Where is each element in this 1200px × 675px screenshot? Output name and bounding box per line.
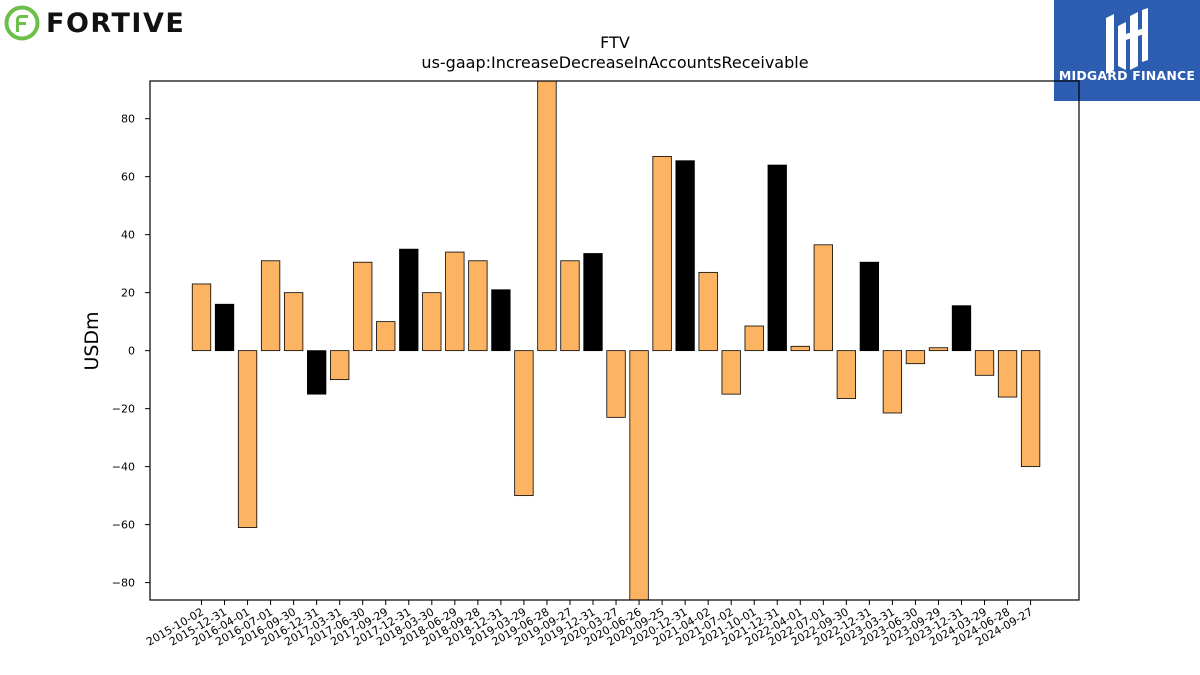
- y-tick-label: 20: [121, 287, 135, 300]
- midgard-finance-logo-text: MIDGARD FINANCE: [1058, 68, 1196, 83]
- bar-2020-03-27: [606, 350, 626, 418]
- bar-2016-07-01: [260, 260, 281, 352]
- bar-2019-06-28: [537, 80, 557, 352]
- bar-2020-12-31: [675, 160, 695, 352]
- bar-2018-06-29: [445, 251, 465, 352]
- bars-group: [191, 80, 1041, 601]
- bar-2015-10-02: [191, 283, 212, 352]
- y-tick-label: 60: [121, 171, 135, 184]
- y-axis: −80 −60 −40 −20 0 20 40 60 80: [112, 113, 150, 590]
- bar-2015-12-31: [214, 303, 235, 352]
- bar-2022-09-30: [836, 350, 856, 399]
- bar-2024-09-27: [1020, 350, 1041, 468]
- bar-2017-09-29: [376, 321, 396, 352]
- y-axis-label: USDm: [81, 311, 103, 370]
- bar-2021-07-02: [721, 350, 741, 395]
- y-tick-label: −20: [112, 403, 135, 416]
- bar-2016-04-01: [237, 350, 258, 528]
- bar-2024-03-29: [974, 350, 995, 376]
- bar-2020-09-25: [652, 155, 672, 352]
- bar-2022-04-01: [790, 345, 810, 352]
- bar-2021-04-02: [698, 271, 718, 352]
- bar-2023-03-31: [882, 350, 903, 414]
- plot-frame: [149, 80, 1080, 601]
- y-tick-label: −40: [112, 461, 135, 474]
- bar-2020-06-26: [629, 350, 649, 601]
- bar-2024-06-28: [997, 350, 1018, 398]
- bar-2022-07-01: [813, 244, 833, 352]
- bar-2017-06-30: [353, 261, 373, 352]
- chart-title: FTV: [600, 33, 630, 52]
- bar-2017-12-31: [399, 248, 419, 352]
- bar-2023-09-29: [928, 347, 949, 352]
- bar-2018-09-28: [468, 260, 488, 352]
- x-axis: 2015-10-022015-12-312016-04-012016-07-01…: [144, 600, 1035, 649]
- chart-subtitle: us-gaap:IncreaseDecreaseInAccountsReceiv…: [421, 53, 808, 72]
- midgard-mark-icon: [1106, 8, 1148, 74]
- bar-2018-03-30: [422, 292, 442, 352]
- y-tick-label: −60: [112, 519, 135, 532]
- bar-2019-09-27: [560, 260, 580, 352]
- bar-2021-12-31: [767, 164, 787, 352]
- y-tick-label: 0: [128, 345, 135, 358]
- bar-2022-12-31: [859, 261, 880, 352]
- fortive-logo: FORTIVE: [4, 4, 185, 42]
- bar-2016-12-31: [306, 350, 327, 395]
- bar-2019-03-29: [514, 350, 534, 497]
- y-tick-label: 80: [121, 113, 135, 126]
- bar-2023-06-30: [905, 350, 926, 365]
- bar-2016-09-30: [283, 292, 304, 352]
- bar-2021-10-01: [744, 325, 764, 352]
- bar-2017-03-31: [330, 350, 350, 381]
- fortive-logo-text: FORTIVE: [46, 7, 186, 39]
- bar-2018-12-31: [491, 289, 511, 352]
- y-tick-label: 40: [121, 229, 135, 242]
- fortive-mark-icon: [4, 5, 40, 41]
- bar-2019-12-31: [583, 253, 603, 352]
- bar-2023-12-31: [951, 305, 972, 352]
- midgard-finance-logo: MIDGARD FINANCE: [1054, 0, 1200, 101]
- y-tick-label: −80: [112, 577, 135, 590]
